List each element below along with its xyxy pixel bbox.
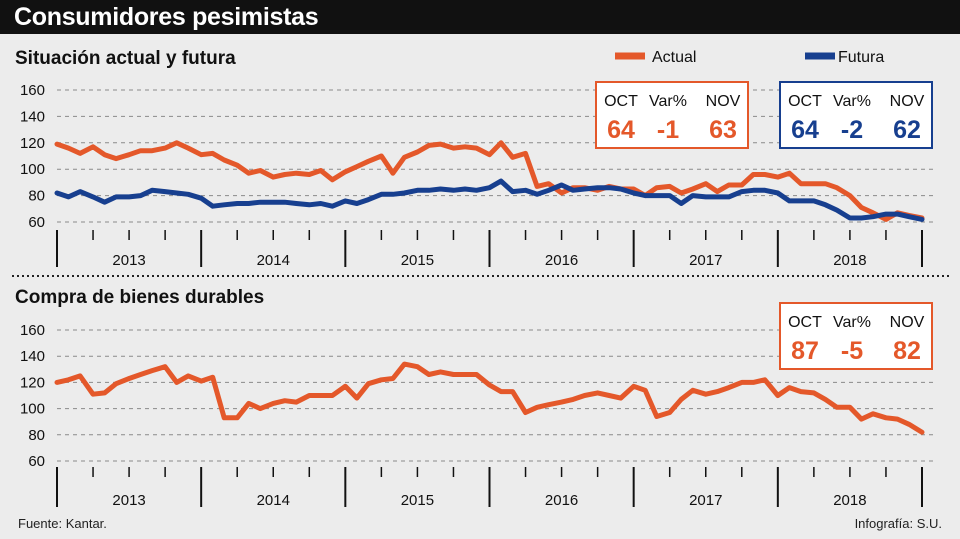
summary-box-durables-frame — [779, 302, 933, 370]
summary-futura-nov-value: 62 — [893, 116, 921, 144]
summary-durables-var-value: -5 — [841, 337, 863, 365]
x-tick-label-situacion-2016: 2016 — [545, 252, 578, 269]
x-tick-label-situacion-2018: 2018 — [833, 252, 866, 269]
x-tick-label-durables-2014: 2014 — [257, 492, 290, 509]
x-tick-label-durables-2018: 2018 — [833, 492, 866, 509]
y-tick-label-durables-80: 80 — [28, 427, 45, 444]
summary-futura-nov-header: NOV — [890, 93, 925, 110]
summary-futura-oct-value: 64 — [791, 116, 819, 144]
plot-situacion: 60 80 100 120 140 160 2013 2014 2015 2016 2017 2018 — [20, 82, 935, 269]
infographic-title: Consumidores pesimistas — [14, 3, 319, 31]
summary-actual-var-header: Var% — [649, 93, 687, 110]
x-tick-label-situacion-2017: 2017 — [689, 252, 722, 269]
summary-durables-oct-value: 87 — [791, 337, 819, 365]
legend-actual-label: Actual — [652, 49, 696, 66]
y-tick-label-durables-140: 140 — [20, 348, 45, 365]
chart-title-situacion: Situación actual y futura — [15, 48, 236, 69]
summary-actual-nov-header: NOV — [706, 93, 741, 110]
x-tick-label-durables-2017: 2017 — [689, 492, 722, 509]
credit-note: Infografía: S.U. — [854, 516, 942, 531]
y-tick-label-durables-60: 60 — [28, 453, 45, 470]
x-tick-label-durables-2016: 2016 — [545, 492, 578, 509]
x-tick-label-situacion-2013: 2013 — [112, 252, 145, 269]
summary-box-futura: OCT Var% NOV 64 -2 62 — [779, 81, 933, 149]
summary-actual-oct-value: 64 — [607, 116, 635, 144]
summary-durables-var-header: Var% — [833, 314, 871, 331]
y-tick-label-durables-160: 160 — [20, 322, 45, 339]
summary-actual-nov-value: 63 — [709, 116, 737, 144]
x-tick-label-durables-2015: 2015 — [401, 492, 434, 509]
x-tick-label-situacion-2015: 2015 — [401, 252, 434, 269]
x-tick-label-situacion-2014: 2014 — [257, 252, 290, 269]
summary-durables-nov-value: 82 — [893, 337, 921, 365]
summary-durables-nov-header: NOV — [890, 314, 925, 331]
summary-actual-oct-header: OCT — [604, 93, 638, 110]
summary-futura-var-value: -2 — [841, 116, 863, 144]
y-tick-label-situacion-120: 120 — [20, 135, 45, 152]
y-tick-label-durables-100: 100 — [20, 401, 45, 418]
y-tick-label-situacion-100: 100 — [20, 161, 45, 178]
title-bar: Consumidores pesimistas — [0, 0, 960, 34]
y-tick-label-situacion-160: 160 — [20, 82, 45, 99]
summary-durables-oct-header: OCT — [788, 314, 822, 331]
x-tick-label-durables-2013: 2013 — [112, 492, 145, 509]
series-line-actual — [54, 140, 925, 222]
source-note: Fuente: Kantar. — [18, 516, 107, 531]
summary-futura-oct-header: OCT — [788, 93, 822, 110]
summary-box-durables: OCT Var% NOV 87 -5 82 — [779, 302, 933, 370]
series-line-futura — [54, 178, 925, 222]
y-tick-label-situacion-140: 140 — [20, 108, 45, 125]
summary-futura-var-header: Var% — [833, 93, 871, 110]
chart-title-durables: Compra de bienes durables — [15, 287, 264, 308]
summary-box-actual-frame — [595, 81, 749, 149]
summary-box-futura-frame — [779, 81, 933, 149]
series-line-durables — [54, 361, 925, 435]
y-tick-label-situacion-80: 80 — [28, 188, 45, 205]
y-tick-label-durables-120: 120 — [20, 374, 45, 391]
plot-durables: 60 80 100 120 140 160 2013 2014 2015 2016 2017 2018 — [20, 322, 935, 509]
legend-futura-label: Futura — [838, 49, 884, 66]
summary-box-actual: OCT Var% NOV 64 -1 63 — [595, 81, 749, 149]
y-tick-label-situacion-60: 60 — [28, 214, 45, 231]
summary-actual-var-value: -1 — [657, 116, 679, 144]
